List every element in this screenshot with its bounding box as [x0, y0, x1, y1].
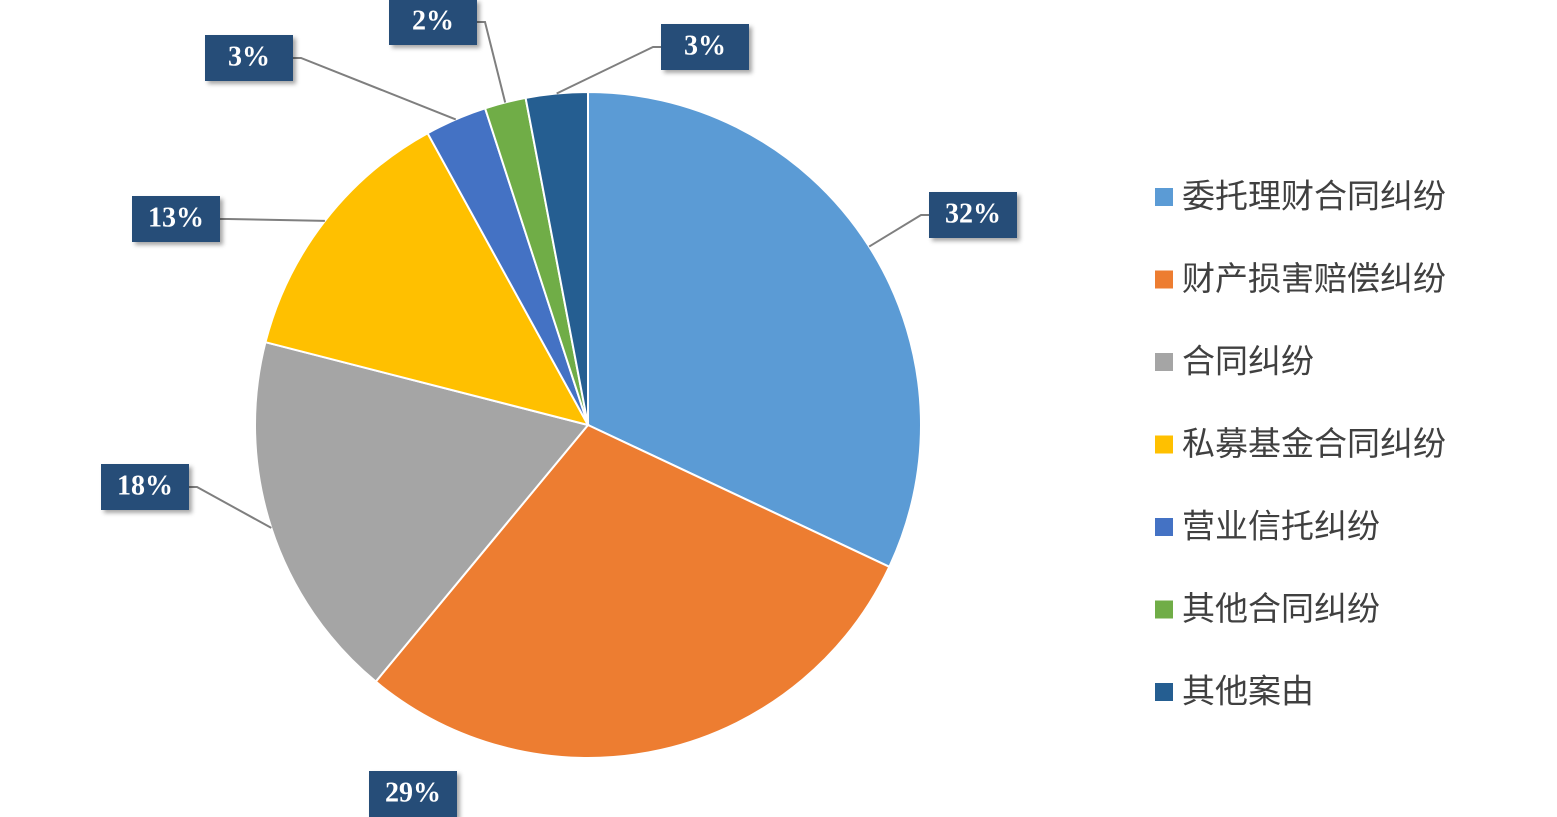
- legend-swatch: [1155, 353, 1173, 371]
- leader-line: [868, 214, 929, 248]
- pie-slice: [587, 90, 922, 569]
- legend-swatch: [1155, 518, 1173, 536]
- legend-label: 私募基金合同纠纷: [1182, 424, 1446, 463]
- data-label-box: [132, 196, 220, 242]
- legend-swatch: [1155, 270, 1173, 289]
- legend-label: 委托理财合同纠纷: [1182, 177, 1446, 216]
- data-label: 32%: [945, 198, 1001, 229]
- pie-slice: [524, 90, 589, 426]
- leader-line: [220, 218, 325, 222]
- data-label-box: [929, 192, 1017, 238]
- legend-label: 营业信托纠纷: [1182, 507, 1380, 546]
- data-label-box: [101, 464, 189, 510]
- legend-label: 其他案由: [1182, 672, 1314, 711]
- pie-slice: [374, 423, 891, 759]
- data-label-box: [389, 0, 477, 45]
- legend-label: 合同纠纷: [1182, 342, 1314, 381]
- data-label: 29%: [385, 777, 441, 808]
- data-label: 3%: [228, 41, 270, 72]
- legend-label: 财产损害赔偿纠纷: [1182, 259, 1446, 298]
- leader-line: [189, 486, 272, 529]
- data-label: 2%: [412, 5, 454, 36]
- data-label: 18%: [117, 470, 173, 501]
- leader-line: [293, 57, 457, 121]
- legend-swatch: [1155, 683, 1173, 701]
- data-label-box: [369, 771, 457, 817]
- leader-line: [556, 46, 661, 95]
- pie-slice: [264, 131, 590, 427]
- data-label: 3%: [684, 30, 726, 61]
- data-label: 13%: [148, 202, 204, 233]
- data-label-box: [661, 24, 749, 70]
- legend-swatch: [1155, 188, 1173, 206]
- legend-label: 其他合同纠纷: [1182, 589, 1380, 628]
- legend-swatch: [1155, 600, 1173, 619]
- data-label-box: [205, 35, 293, 81]
- pie-slice: [254, 340, 590, 683]
- leader-line: [477, 21, 507, 103]
- legend-swatch: [1155, 435, 1173, 454]
